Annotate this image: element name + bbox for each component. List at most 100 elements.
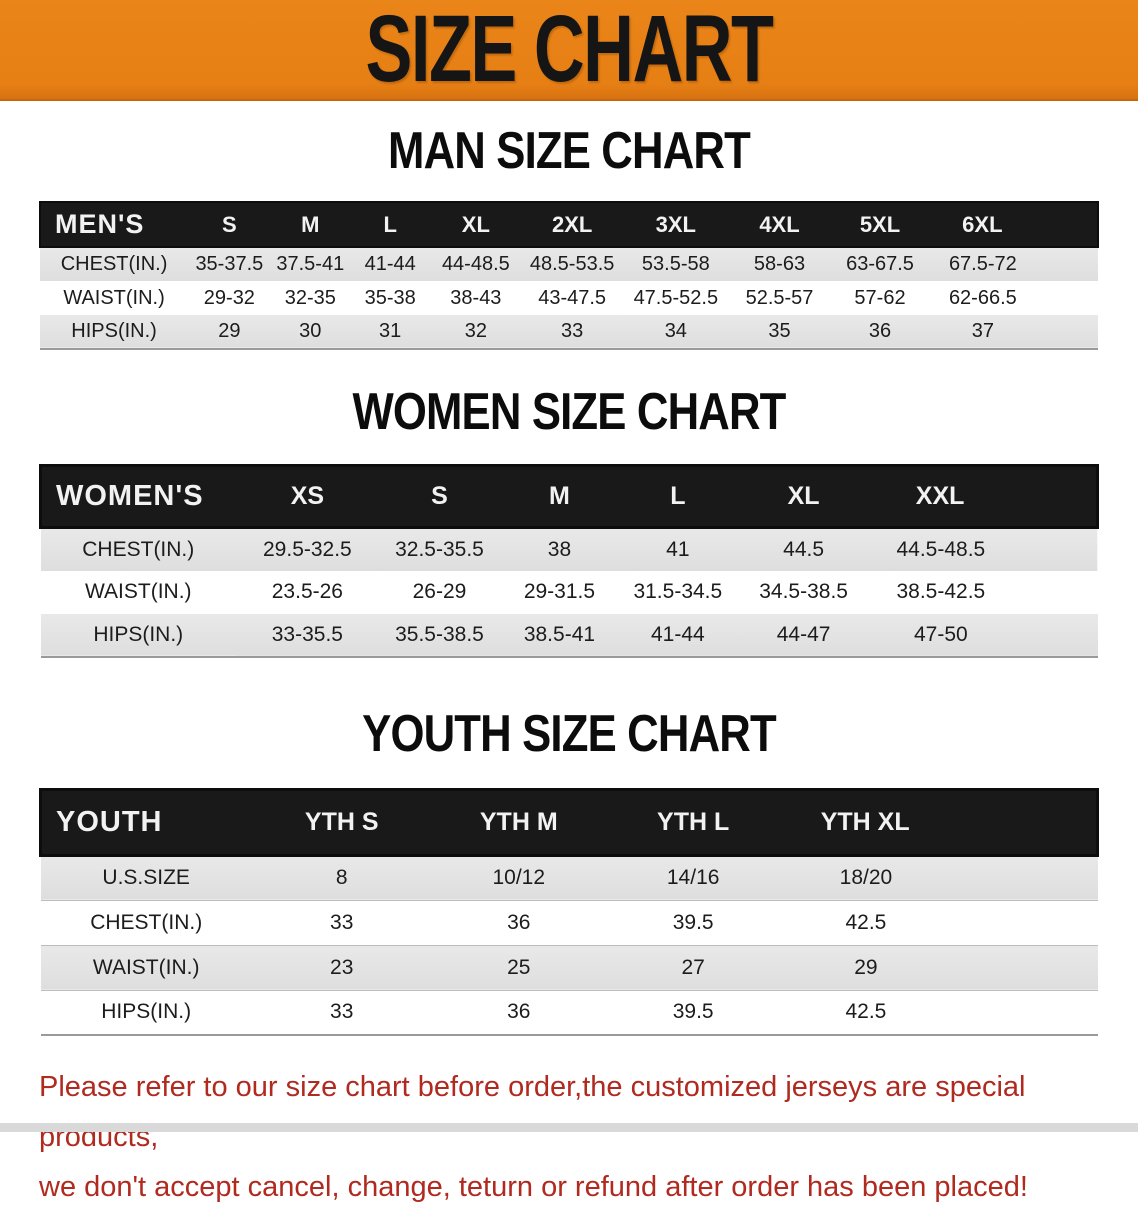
women-measure-row: WAIST(IN.) 23.5-26 26-29 29-31.5 31.5-34.5 34… bbox=[40, 570, 1098, 614]
men-size-value: 34 bbox=[664, 320, 687, 342]
men-size-header: L bbox=[383, 211, 397, 237]
men-size-value: 32-35 bbox=[284, 286, 336, 309]
men-size-value: 47.5-52.5 bbox=[633, 286, 719, 309]
women-size-header: L bbox=[670, 482, 686, 510]
men-size-value: 35-38 bbox=[364, 286, 416, 309]
youth-section-title: YOUTH SIZE CHART bbox=[362, 704, 777, 763]
women-size-value: 35.5-38.5 bbox=[395, 622, 484, 646]
youth-measure-row: HIPS(IN.) 33 36 39.5 42.5 bbox=[40, 990, 1098, 1035]
bottom-edge-strip bbox=[0, 1123, 1138, 1132]
youth-size-value: 36 bbox=[507, 1000, 531, 1024]
men-row-label: WAIST(IN.) bbox=[63, 286, 165, 309]
men-size-header: 6XL bbox=[962, 211, 1003, 237]
men-row-label: HIPS(IN.) bbox=[71, 320, 157, 342]
youth-size-value: 42.5 bbox=[845, 910, 887, 934]
youth-row-label: CHEST(IN.) bbox=[90, 910, 203, 934]
youth-size-header: YTH S bbox=[304, 807, 379, 836]
youth-size-value: 33 bbox=[330, 910, 354, 934]
men-size-value: 57-62 bbox=[854, 286, 906, 309]
youth-size-header: YTH L bbox=[657, 807, 730, 836]
men-size-value: 35 bbox=[768, 320, 791, 342]
women-size-value: 41 bbox=[666, 537, 690, 561]
youth-header-row: YOUTH YTH S YTH M YTH L YTH XL bbox=[40, 789, 1098, 855]
women-size-value: 29-31.5 bbox=[523, 580, 596, 603]
youth-size-value: 29 bbox=[854, 955, 878, 979]
women-size-value: 23.5-26 bbox=[271, 580, 343, 603]
youth-row-label: HIPS(IN.) bbox=[101, 1000, 192, 1024]
women-measure-row: CHEST(IN.) 29.5-32.5 32.5-35.5 38 41 44.5 44.5… bbox=[40, 527, 1098, 571]
men-size-header: M bbox=[301, 211, 320, 237]
youth-size-value: 14/16 bbox=[666, 866, 720, 889]
men-size-value: 38-43 bbox=[450, 286, 502, 309]
youth-size-value: 10/12 bbox=[492, 866, 546, 889]
men-size-value: 35-37.5 bbox=[195, 253, 264, 275]
order-policy-note-line1: Please refer to our size chart before or… bbox=[39, 1071, 1026, 1153]
women-row-label: CHEST(IN.) bbox=[82, 537, 195, 561]
men-size-value: 43-47.5 bbox=[538, 286, 607, 309]
women-size-value: 26-29 bbox=[412, 580, 467, 603]
youth-measure-row: U.S.SIZE 8 10/12 14/16 18/20 bbox=[40, 855, 1098, 900]
youth-size-value: 42.5 bbox=[845, 1000, 887, 1024]
youth-corner-label: YOUTH bbox=[56, 805, 163, 838]
youth-size-value: 33 bbox=[330, 1000, 354, 1024]
men-size-value: 62-66.5 bbox=[948, 286, 1017, 309]
youth-row-label: U.S.SIZE bbox=[102, 866, 190, 889]
women-size-value: 38.5-42.5 bbox=[896, 580, 986, 603]
women-size-table: WOMEN'S XS S M L XL XXL CHEST(IN.) 29.5-32.5 32.5… bbox=[39, 464, 1099, 658]
men-size-header: 3XL bbox=[655, 211, 696, 237]
men-size-value: 44-48.5 bbox=[441, 253, 510, 275]
men-size-value: 29 bbox=[218, 320, 241, 342]
women-size-header: XXL bbox=[915, 482, 965, 510]
content: MAN SIZE CHART MEN'S S M L XL 2XL 3XL 4XL 5XL 6XL… bbox=[39, 101, 1099, 1036]
women-measure-row: HIPS(IN.) 33-35.5 35.5-38.5 38.5-41 41-44 44-… bbox=[40, 613, 1098, 657]
men-size-value: 36 bbox=[868, 320, 892, 342]
men-header-row: MEN'S S M L XL 2XL 3XL 4XL 5XL 6XL bbox=[40, 202, 1098, 247]
youth-row-label: WAIST(IN.) bbox=[92, 955, 200, 979]
women-size-value: 29.5-32.5 bbox=[263, 537, 352, 561]
women-size-value: 44-47 bbox=[776, 622, 831, 646]
section-men: MAN SIZE CHART MEN'S S M L XL 2XL 3XL 4XL 5XL 6XL… bbox=[39, 101, 1099, 350]
youth-size-value: 23 bbox=[330, 955, 354, 979]
women-size-header: XS bbox=[290, 482, 325, 510]
women-row-label: HIPS(IN.) bbox=[93, 622, 184, 646]
women-section-title: WOMEN SIZE CHART bbox=[352, 383, 786, 441]
men-size-header: XL bbox=[461, 211, 490, 237]
men-size-value: 52.5-57 bbox=[745, 286, 814, 309]
men-size-value: 53.5-58 bbox=[641, 253, 710, 275]
women-size-value: 38 bbox=[547, 537, 572, 561]
women-size-header: XL bbox=[787, 482, 820, 510]
women-size-header: S bbox=[431, 482, 448, 510]
women-size-value: 32.5-35.5 bbox=[395, 537, 484, 561]
women-size-value: 41-44 bbox=[650, 622, 705, 646]
youth-size-header: YTH XL bbox=[820, 807, 910, 836]
youth-size-value: 39.5 bbox=[672, 910, 714, 934]
women-size-value: 44.5 bbox=[783, 537, 825, 561]
men-size-value: 32 bbox=[464, 320, 487, 342]
section-women: WOMEN SIZE CHART WOMEN'S XS S M L XL XXL CHEST(… bbox=[39, 350, 1099, 658]
order-policy-note: Please refer to our size chart before or… bbox=[39, 1062, 1138, 1212]
women-size-header: M bbox=[549, 482, 570, 510]
men-size-value: 29-32 bbox=[203, 286, 255, 309]
men-size-value: 63-67.5 bbox=[846, 253, 914, 275]
men-size-value: 31 bbox=[379, 320, 402, 342]
youth-size-header: YTH M bbox=[479, 807, 558, 836]
men-measure-row: CHEST(IN.) 35-37.5 37.5-41 41-44 44-48.5 48.5… bbox=[40, 247, 1098, 281]
women-size-value: 47-50 bbox=[913, 622, 968, 646]
section-youth: YOUTH SIZE CHART YOUTH YTH S YTH M YTH L YTH… bbox=[39, 658, 1099, 1037]
men-size-value: 30 bbox=[299, 320, 322, 342]
men-size-header: S bbox=[222, 211, 237, 237]
men-size-header: 2XL bbox=[551, 211, 593, 237]
youth-size-value: 18/20 bbox=[839, 866, 893, 889]
men-size-header: 5XL bbox=[859, 211, 901, 237]
youth-size-value: 36 bbox=[507, 910, 531, 934]
men-size-value: 48.5-53.5 bbox=[529, 253, 615, 275]
women-row-label: WAIST(IN.) bbox=[84, 580, 192, 603]
women-size-value: 38.5-41 bbox=[523, 622, 596, 646]
men-size-value: 58-63 bbox=[753, 253, 806, 275]
men-size-value: 67.5-72 bbox=[948, 253, 1017, 275]
men-size-value: 37.5-41 bbox=[276, 253, 345, 275]
youth-size-table: YOUTH YTH S YTH M YTH L YTH XL U.S.SIZE 8 10/12… bbox=[39, 788, 1099, 1037]
youth-measure-row: CHEST(IN.) 33 36 39.5 42.5 bbox=[40, 900, 1098, 945]
order-policy-note-line2: we don't accept cancel, change, teturn o… bbox=[39, 1171, 1028, 1203]
women-size-value: 34.5-38.5 bbox=[759, 580, 848, 603]
